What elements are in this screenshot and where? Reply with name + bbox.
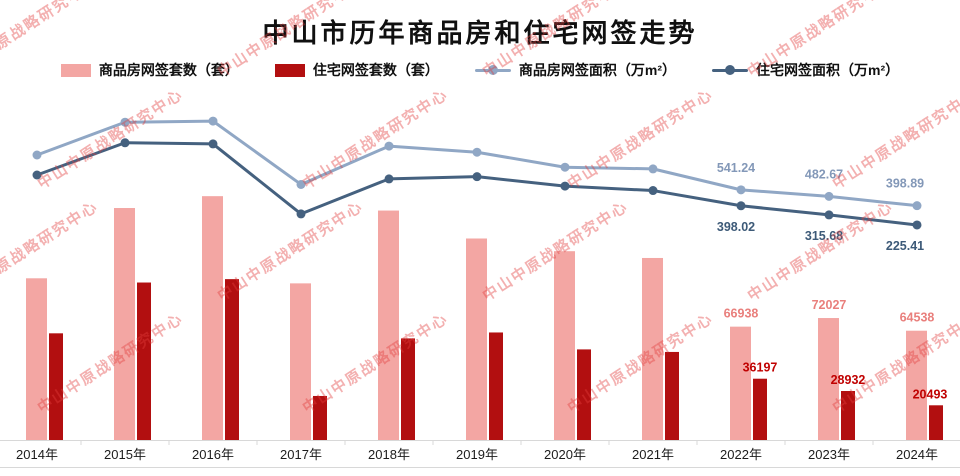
bar-residential-units [225, 279, 239, 440]
x-axis-label: 2023年 [808, 447, 850, 462]
bar-value-label: 20493 [913, 387, 948, 401]
line-value-label: 541.24 [717, 161, 755, 175]
x-axis-label: 2015年 [104, 447, 146, 462]
line-point-residential-area [472, 172, 482, 182]
line-value-label: 225.41 [886, 239, 924, 253]
x-axis-label: 2016年 [192, 447, 234, 462]
line-point-commodity-area [384, 141, 394, 151]
legend-item-residential-area[interactable]: 住宅网签面积（万m²） [712, 60, 899, 80]
line-point-commodity-area [912, 201, 922, 211]
line-point-commodity-area [824, 191, 834, 201]
bar-commodity-units [818, 318, 839, 440]
line-point-residential-area [208, 139, 218, 149]
legend-line-swatch-icon [712, 68, 748, 72]
x-axis-label: 2021年 [632, 447, 674, 462]
bar-residential-units [841, 391, 855, 440]
line-point-residential-area [296, 209, 306, 219]
line-point-commodity-area [32, 150, 42, 160]
bar-residential-units [401, 338, 415, 440]
line-point-residential-area [560, 181, 570, 191]
bar-residential-units [929, 405, 943, 440]
legend-line-swatch-icon [474, 68, 511, 72]
line-commodity-area [35, 119, 919, 208]
legend-label: 商品房网签套数（套） [98, 62, 239, 78]
bar-residential-units [137, 282, 151, 440]
bar-commodity-units [26, 278, 47, 440]
x-axis-label: 2014年 [16, 447, 58, 462]
bar-value-label: 72027 [812, 298, 847, 312]
line-point-residential-area [32, 170, 42, 180]
line-value-label: 398.89 [886, 177, 924, 191]
legend-label: 商品房网签面积（万m²） [518, 62, 676, 78]
line-point-commodity-area [648, 164, 658, 174]
line-value-label: 398.02 [717, 220, 755, 234]
legend-bar-swatch-icon [60, 63, 91, 77]
legend-bar-swatch-icon [274, 63, 305, 77]
line-point-commodity-area [120, 117, 130, 127]
line-point-commodity-area [208, 116, 218, 126]
line-point-residential-area [384, 174, 394, 184]
bar-residential-units [313, 395, 327, 440]
bar-commodity-units [202, 196, 223, 440]
bar-commodity-units [906, 330, 927, 440]
bar-value-label: 66938 [724, 307, 759, 321]
line-point-commodity-area [560, 162, 570, 172]
line-value-label: 482.67 [805, 167, 843, 181]
bar-residential-units [753, 378, 767, 440]
bar-residential-units [577, 349, 591, 440]
x-axis-label: 2019年 [456, 447, 498, 462]
chart-title: 中山市历年商品房和住宅网签走势 [262, 18, 698, 48]
line-point-residential-area [912, 220, 922, 230]
legend-item-commodity-area[interactable]: 商品房网签面积（万m²） [474, 60, 676, 80]
bar-commodity-units [730, 326, 751, 440]
x-axis-label: 2020年 [544, 447, 586, 462]
bar-residential-units [49, 333, 63, 440]
legend-item-residential-units[interactable]: 住宅网签套数（套） [274, 60, 439, 80]
x-axis-label: 2018年 [368, 447, 410, 462]
bar-residential-units [489, 332, 503, 440]
line-point-commodity-area [296, 179, 306, 189]
x-axis-label: 2024年 [896, 447, 938, 462]
bar-commodity-units [554, 251, 575, 440]
line-point-residential-area [736, 201, 746, 211]
line-point-commodity-area [472, 147, 482, 157]
bar-value-label: 64538 [900, 311, 935, 325]
bar-value-label: 28932 [831, 373, 866, 387]
legend-item-commodity-units[interactable]: 商品房网签套数（套） [60, 60, 239, 80]
bar-commodity-units [290, 283, 311, 440]
legend: 商品房网签套数（套） 住宅网签套数（套） 商品房网签面积（万m²） 住宅网签面积（万m… [0, 60, 960, 80]
line-value-label: 315.68 [805, 229, 843, 243]
line-point-commodity-area [736, 185, 746, 195]
line-point-residential-area [120, 138, 130, 148]
bar-commodity-units [378, 210, 399, 440]
legend-label: 住宅网签套数（套） [312, 62, 439, 78]
line-point-residential-area [824, 210, 834, 220]
bar-commodity-units [466, 238, 487, 440]
bar-value-label: 36197 [743, 361, 778, 375]
legend-label: 住宅网签面积（万m²） [756, 62, 900, 78]
x-axis-label: 2017年 [280, 447, 322, 462]
x-axis-label: 2022年 [720, 447, 762, 462]
bar-commodity-units [114, 208, 135, 440]
bar-commodity-units [642, 257, 663, 440]
line-point-residential-area [648, 186, 658, 196]
bar-residential-units [665, 351, 679, 440]
